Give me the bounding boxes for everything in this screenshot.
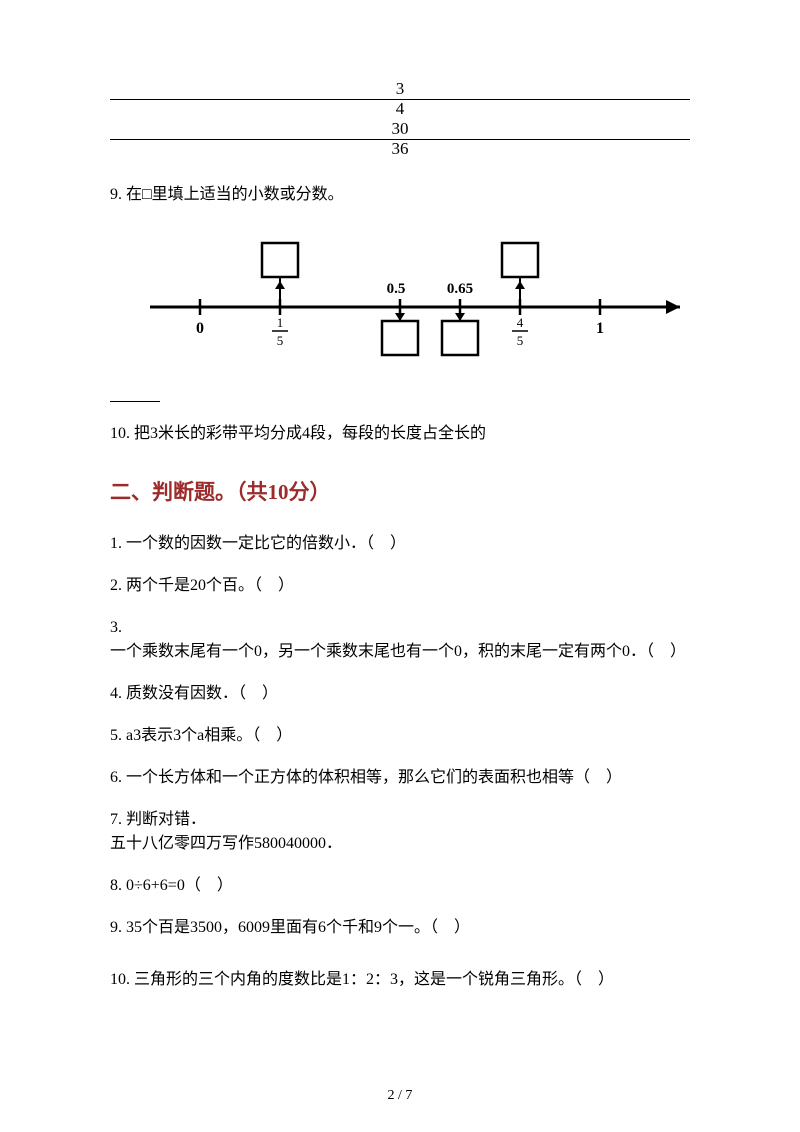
- judge-q10: 10. 三角形的三个内角的度数比是1：2：3，这是一个锐角三角形。（ ）: [110, 968, 690, 992]
- page-number: 2 / 7: [0, 1088, 800, 1104]
- q9-text: 9. 在□里填上适当的小数或分数。: [110, 183, 690, 207]
- judge-q1: 1. 一个数的因数一定比它的倍数小．（ ）: [110, 532, 690, 556]
- fraction-30-36: 30 36: [110, 120, 690, 158]
- svg-text:1: 1: [596, 320, 604, 337]
- judge-q2: 2. 两个千是20个百。（ ）: [110, 574, 690, 598]
- svg-text:4: 4: [517, 315, 524, 330]
- section2-heading: 二、判断题。（共10分）: [110, 476, 690, 506]
- fraction-den: 36: [110, 139, 690, 159]
- judge-q4: 4. 质数没有因数．（ ）: [110, 682, 690, 706]
- svg-text:5: 5: [277, 333, 284, 348]
- judge-q7-line2: 五十八亿零四万写作580040000．: [110, 832, 690, 856]
- judge-q7-line1: 7. 判断对错．: [110, 808, 690, 832]
- judge-q3: 3. 一个乘数末尾有一个0，另一个乘数末尾也有一个0，积的末尾一定有两个0．（ …: [110, 616, 690, 664]
- blank-line: [110, 388, 160, 402]
- q10-text: 10. 把3米长的彩带平均分成4段，每段的长度占全长的: [110, 422, 690, 446]
- svg-text:1: 1: [277, 315, 284, 330]
- page-content: 3 4 30 36 9. 在□里填上适当的小数或分数。 0 1: [0, 0, 800, 1050]
- fraction-num: 3: [110, 80, 690, 99]
- judge-q5: 5. a3表示3个a相乘。（ ）: [110, 724, 690, 748]
- fraction-den: 4: [110, 99, 690, 119]
- judge-q3-line2: 一个乘数末尾有一个0，另一个乘数末尾也有一个0，积的末尾一定有两个0．（ ）: [110, 640, 690, 664]
- fraction-num: 30: [110, 120, 690, 139]
- fractions-block: 3 4 30 36: [110, 80, 690, 159]
- svg-text:0.5: 0.5: [387, 281, 406, 297]
- judge-q6: 6. 一个长方体和一个正方体的体积相等，那么它们的表面积也相等（ ）: [110, 766, 690, 790]
- judge-q8: 8. 0÷6+6=0（ ）: [110, 874, 690, 898]
- svg-text:0.65: 0.65: [447, 281, 473, 297]
- judge-q9: 9. 35个百是3500，6009里面有6个千和9个一。（ ）: [110, 916, 690, 940]
- fraction-3-4: 3 4: [110, 80, 690, 118]
- judge-q3-line1: 3.: [110, 616, 690, 640]
- nl-label-0: 0: [196, 320, 204, 337]
- judge-q7: 7. 判断对错． 五十八亿零四万写作580040000．: [110, 808, 690, 856]
- numberline-diagram: 0 1 5 0.5 0.65: [140, 227, 690, 372]
- svg-text:5: 5: [517, 333, 524, 348]
